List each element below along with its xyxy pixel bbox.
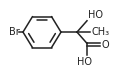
Text: CH₃: CH₃ <box>91 27 109 37</box>
Text: HO: HO <box>77 57 92 67</box>
Text: HO: HO <box>88 10 103 20</box>
Text: Br: Br <box>9 27 20 37</box>
Text: O: O <box>102 40 110 50</box>
